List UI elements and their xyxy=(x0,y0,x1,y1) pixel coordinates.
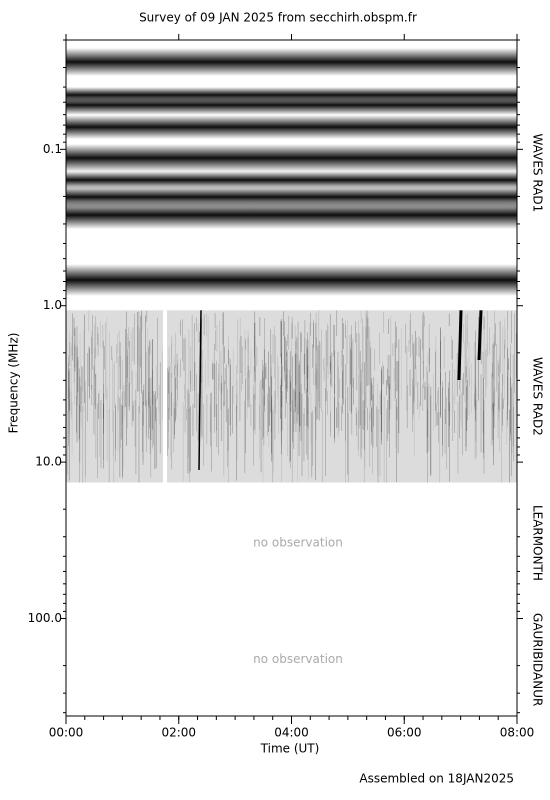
y-tick-label: 100.0 xyxy=(28,611,62,625)
chart-title: Survey of 09 JAN 2025 from secchirh.obsp… xyxy=(139,11,417,25)
band xyxy=(66,95,517,115)
rad2-spectrum xyxy=(65,310,517,483)
y-tick-label: 10.0 xyxy=(35,455,62,469)
band xyxy=(66,171,517,189)
no-observation: no observation xyxy=(253,535,343,549)
rad1-spectrum xyxy=(66,48,517,296)
band xyxy=(66,144,517,172)
x-tick-label: 00:00 xyxy=(49,726,84,740)
y-tick-label: 0.1 xyxy=(43,142,62,156)
panel-label: LEARMONTH xyxy=(531,505,545,581)
x-tick-label: 02:00 xyxy=(161,726,196,740)
burst xyxy=(198,310,202,471)
x-tick-label: 04:00 xyxy=(274,726,309,740)
y-axis-label: Frequency (MHz) xyxy=(7,333,21,434)
no-observation: no observation xyxy=(253,652,343,666)
background xyxy=(66,310,517,483)
band xyxy=(66,115,517,139)
plot-area xyxy=(65,48,517,483)
x-tick-label: 06:00 xyxy=(387,726,422,740)
panel-label: GAURIBIDANUR xyxy=(531,613,545,706)
panel-label: WAVES RAD1 xyxy=(531,133,545,212)
burst xyxy=(477,310,483,361)
footer: Assembled on 18JAN2025 xyxy=(359,772,514,786)
band xyxy=(66,201,517,229)
band xyxy=(66,48,517,76)
band xyxy=(66,264,517,296)
data-gap xyxy=(163,310,167,483)
x-axis-label: Time (UT) xyxy=(260,742,320,756)
panel-label: WAVES RAD2 xyxy=(531,357,545,436)
y-tick-label: 1.0 xyxy=(43,298,62,312)
burst xyxy=(457,310,463,381)
x-tick-label: 08:00 xyxy=(500,726,535,740)
